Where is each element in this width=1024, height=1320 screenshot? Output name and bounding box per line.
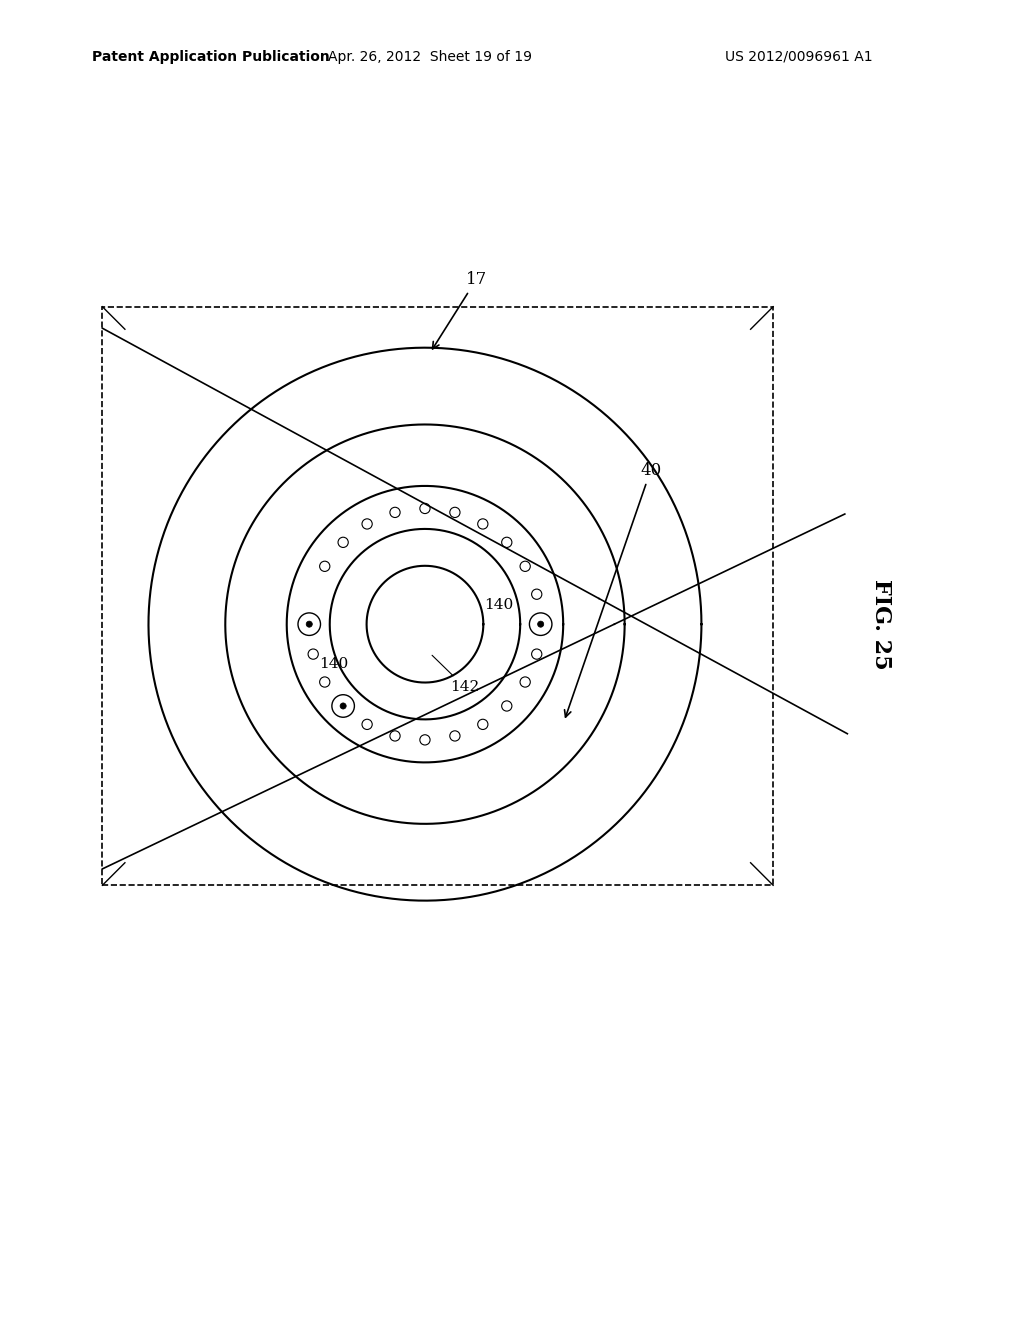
Circle shape	[340, 704, 346, 709]
Text: 17: 17	[432, 272, 486, 348]
Text: FIG. 25: FIG. 25	[869, 579, 892, 669]
Text: 142: 142	[432, 655, 480, 694]
Text: 140: 140	[319, 657, 349, 671]
Bar	[102, 306, 773, 886]
Text: 40: 40	[564, 462, 662, 717]
Text: 140: 140	[484, 598, 514, 612]
Circle shape	[538, 622, 544, 627]
Text: Patent Application Publication: Patent Application Publication	[92, 50, 330, 63]
Text: US 2012/0096961 A1: US 2012/0096961 A1	[725, 50, 872, 63]
Text: Apr. 26, 2012  Sheet 19 of 19: Apr. 26, 2012 Sheet 19 of 19	[328, 50, 532, 63]
Circle shape	[306, 622, 312, 627]
